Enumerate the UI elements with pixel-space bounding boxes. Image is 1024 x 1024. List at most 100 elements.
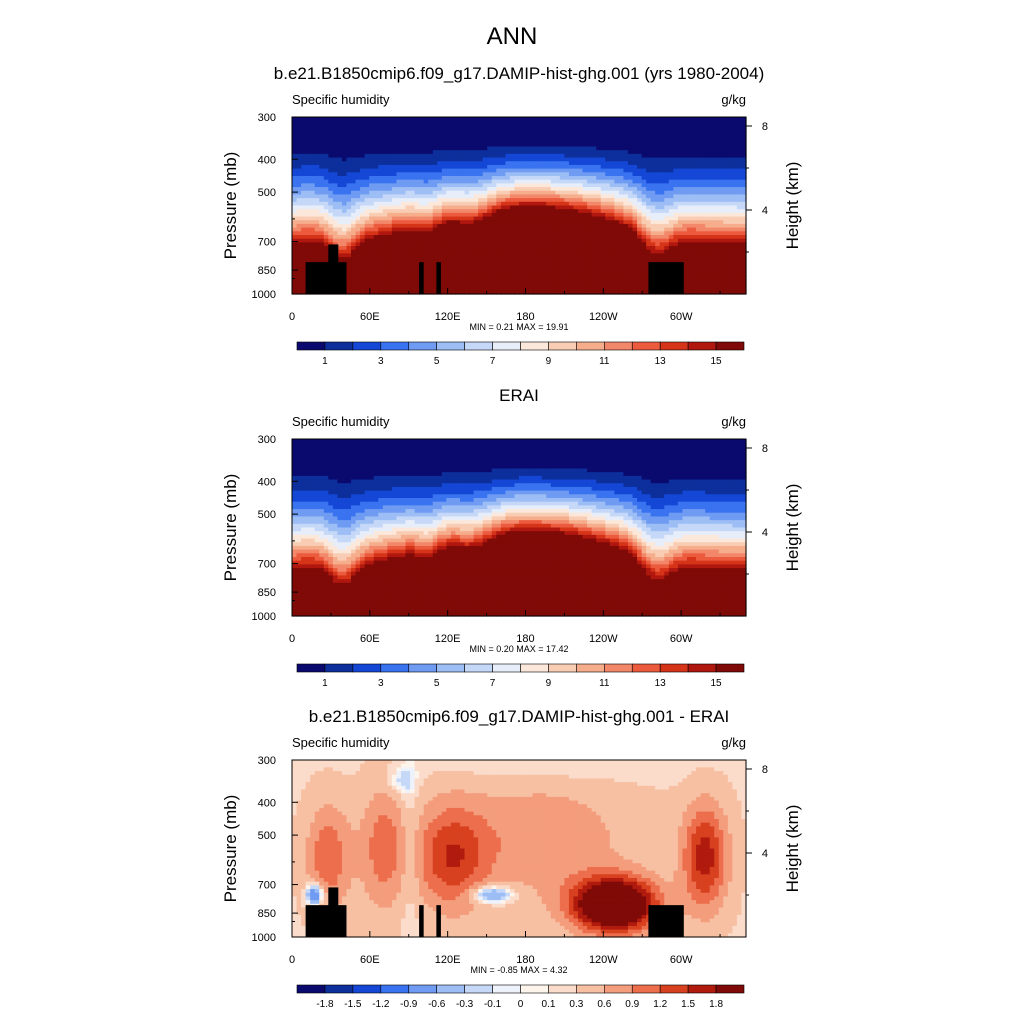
contour-cell — [614, 187, 620, 192]
contour-cell — [305, 146, 311, 151]
contour-cell — [332, 442, 338, 447]
contour-cell — [405, 179, 411, 184]
contour-cell — [673, 235, 679, 240]
contour-cell — [718, 172, 724, 177]
contour-cell — [568, 290, 575, 295]
contour-cell — [296, 268, 302, 273]
contour-cell — [650, 216, 656, 221]
contour-cell — [351, 135, 357, 140]
contour-cell — [428, 264, 434, 269]
contour-cell — [605, 161, 611, 166]
contour-cell — [292, 249, 298, 255]
contour-cell — [323, 164, 329, 170]
contour-cell — [573, 223, 579, 229]
contour-cell — [587, 183, 593, 188]
contour-cell — [314, 253, 320, 258]
contour-cell — [587, 246, 593, 251]
contour-cell — [686, 260, 693, 266]
contour-cell — [705, 279, 711, 284]
contour-cell — [496, 290, 502, 295]
contour-cell — [301, 146, 307, 151]
contour-cell — [528, 279, 534, 284]
contour-cell — [582, 201, 588, 207]
contour-cell — [364, 212, 370, 218]
contour-cell — [686, 271, 693, 277]
contour-cell — [378, 164, 384, 170]
contour-cell — [296, 223, 302, 229]
contour-cell — [450, 242, 457, 247]
contour-cell — [478, 153, 484, 159]
contour-cell — [346, 142, 352, 148]
contour-cell — [296, 205, 302, 210]
contour-cell — [400, 201, 407, 207]
contour-cell — [473, 223, 479, 229]
contour-cell — [600, 279, 606, 284]
contour-cell — [323, 172, 329, 177]
contour-cell — [596, 157, 602, 162]
contour-cell — [428, 150, 434, 155]
contour-cell — [419, 212, 425, 218]
contour-cell — [523, 282, 529, 288]
contour-cell — [623, 190, 629, 196]
contour-cell — [328, 235, 334, 240]
contour-cell — [446, 223, 452, 229]
contour-cell — [364, 238, 370, 243]
contour-cell — [664, 135, 670, 140]
contour-cell — [496, 157, 502, 162]
contour-cell — [605, 124, 611, 129]
contour-cell — [387, 117, 393, 122]
contour-cell — [627, 290, 634, 295]
contour-cell — [537, 439, 543, 444]
contour-cell — [532, 220, 538, 225]
contour-cell — [405, 139, 411, 144]
contour-cell — [414, 179, 420, 184]
contour-cell — [573, 242, 579, 247]
contour-cell — [727, 135, 733, 140]
contour-cell — [369, 212, 375, 218]
contour-cell — [528, 253, 534, 258]
contour-cell — [496, 264, 502, 269]
contour-cell — [351, 439, 357, 444]
contour-cell — [727, 205, 733, 210]
contour-cell — [301, 117, 307, 122]
contour-cell — [523, 157, 529, 162]
contour-cell — [514, 153, 520, 159]
contour-cell — [459, 150, 466, 155]
contour-cell — [686, 183, 693, 188]
contour-cell — [664, 246, 670, 251]
contour-cell — [732, 120, 738, 125]
contour-cell — [450, 223, 457, 229]
contour-cell — [573, 235, 579, 240]
contour-cell — [723, 135, 729, 140]
contour-cell — [727, 264, 733, 269]
contour-cell — [305, 439, 311, 444]
contour-cell — [677, 231, 684, 236]
contour-cell — [677, 220, 684, 225]
contour-cell — [523, 439, 529, 444]
contour-cell — [337, 128, 343, 133]
contour-cell — [686, 179, 693, 184]
contour-cell — [641, 264, 647, 269]
contour-cell — [332, 117, 338, 122]
contour-cell — [564, 242, 570, 247]
contour-cell — [373, 131, 379, 137]
contour-cell — [432, 231, 438, 236]
contour-cell — [696, 117, 702, 122]
contour-cell — [528, 201, 534, 207]
contour-cell — [696, 179, 702, 184]
contour-cell — [587, 161, 593, 166]
contour-cell — [596, 142, 602, 148]
contour-cell — [705, 290, 711, 295]
contour-cell — [578, 216, 584, 221]
contour-cell — [482, 146, 488, 151]
contour-cell — [450, 201, 457, 207]
contour-cell — [310, 212, 316, 218]
contour-cell — [714, 238, 720, 243]
contour-cell — [400, 198, 407, 203]
contour-cell — [596, 238, 602, 243]
contour-cell — [727, 249, 733, 255]
contour-cell — [677, 246, 684, 251]
contour-cell — [387, 120, 393, 125]
contour-cell — [487, 142, 493, 148]
contour-cell — [405, 235, 411, 240]
